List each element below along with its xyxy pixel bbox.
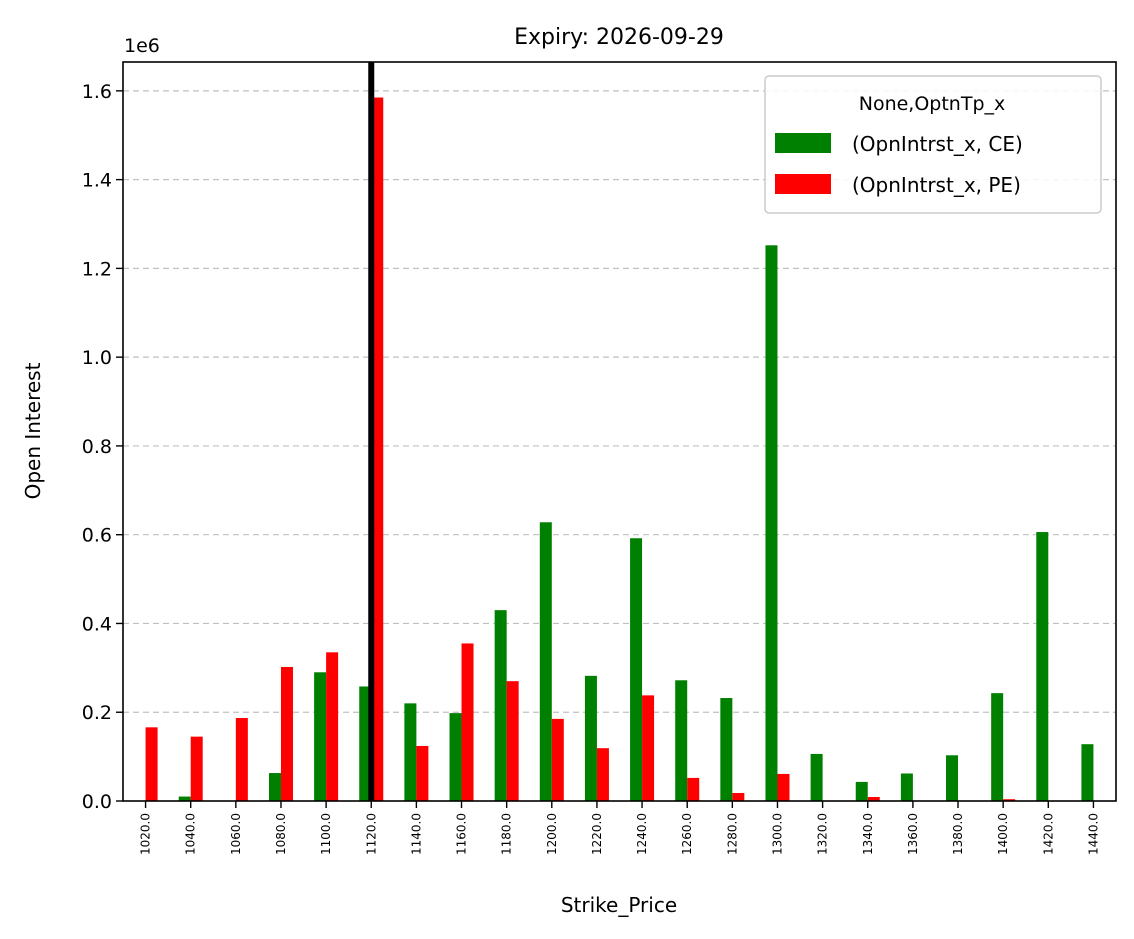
x-tick-label: 1260.0 bbox=[680, 813, 694, 855]
legend-swatch-ce bbox=[775, 133, 831, 153]
bar-pe-1020.0 bbox=[145, 727, 158, 801]
bar-pe-1260.0 bbox=[687, 777, 700, 801]
bar-pe-1400.0 bbox=[1003, 799, 1016, 801]
x-tick-label: 1300.0 bbox=[770, 813, 784, 855]
y-tick-label: 1.6 bbox=[82, 81, 112, 103]
x-tick-label: 1320.0 bbox=[816, 813, 830, 855]
x-tick-label: 1220.0 bbox=[590, 813, 604, 855]
x-tick-label: 1420.0 bbox=[1041, 813, 1055, 855]
legend-title: None,OptnTp_x bbox=[859, 93, 1006, 115]
bar-pe-1040.0 bbox=[190, 736, 203, 801]
x-tick-label: 1240.0 bbox=[635, 813, 649, 855]
x-tick-label: 1040.0 bbox=[184, 813, 198, 855]
y-offset-label: 1e6 bbox=[124, 35, 160, 57]
bar-ce-1400.0 bbox=[991, 693, 1004, 801]
y-tick-label: 0.2 bbox=[82, 702, 112, 724]
chart-title: Expiry: 2026-09-29 bbox=[514, 25, 724, 50]
bar-ce-1300.0 bbox=[765, 245, 778, 802]
plot-frame bbox=[122, 61, 1117, 802]
legend-box bbox=[764, 75, 1102, 214]
bar-pe-1240.0 bbox=[642, 695, 655, 801]
bar-ce-1380.0 bbox=[946, 755, 959, 801]
bar-ce-1340.0 bbox=[855, 781, 868, 801]
y-tick-label: 1.0 bbox=[82, 347, 112, 369]
bar-ce-1440.0 bbox=[1081, 744, 1094, 801]
bar-ce-1160.0 bbox=[449, 713, 462, 801]
bar-ce-1420.0 bbox=[1036, 532, 1049, 801]
bar-pe-1300.0 bbox=[777, 773, 790, 801]
legend-label-pe: (OpnIntrst_x, PE) bbox=[852, 173, 1021, 197]
bar-pe-1280.0 bbox=[732, 793, 745, 801]
y-tick-label: 1.4 bbox=[82, 170, 112, 192]
bar-ce-1220.0 bbox=[584, 675, 597, 801]
x-tick-label: 1200.0 bbox=[545, 813, 559, 855]
x-tick-label: 1160.0 bbox=[455, 813, 469, 855]
x-tick-label: 1380.0 bbox=[951, 813, 965, 855]
bar-ce-1180.0 bbox=[494, 610, 507, 801]
bar-pe-1180.0 bbox=[506, 681, 519, 801]
y-tick-label: 0.8 bbox=[82, 436, 112, 458]
legend: None,OptnTp_x (OpnIntrst_x, CE) (OpnIntr… bbox=[764, 75, 1102, 214]
bar-pe-1060.0 bbox=[235, 718, 248, 801]
x-tick-label: 1440.0 bbox=[1086, 813, 1100, 855]
y-tick-label: 0.4 bbox=[82, 613, 112, 635]
x-tick-label: 1340.0 bbox=[861, 813, 875, 855]
bar-pe-1140.0 bbox=[416, 745, 429, 801]
y-axis-label: Open Interest bbox=[21, 362, 45, 499]
x-tick-label: 1400.0 bbox=[996, 813, 1010, 855]
bar-ce-1040.0 bbox=[178, 796, 191, 801]
x-tick-label: 1120.0 bbox=[364, 813, 378, 855]
y-tick-label: 0.0 bbox=[82, 791, 112, 813]
x-tick-label: 1100.0 bbox=[319, 813, 333, 855]
bar-ce-1240.0 bbox=[630, 538, 643, 801]
x-tick-label: 1060.0 bbox=[229, 813, 243, 855]
bar-ce-1360.0 bbox=[900, 773, 913, 801]
bar-ce-1320.0 bbox=[810, 753, 823, 801]
legend-label-ce: (OpnIntrst_x, CE) bbox=[852, 132, 1023, 156]
x-tick-label: 1180.0 bbox=[500, 813, 514, 855]
x-tick-label: 1280.0 bbox=[725, 813, 739, 855]
x-tick-label: 1080.0 bbox=[274, 813, 288, 855]
x-tick-label: 1020.0 bbox=[139, 813, 153, 855]
x-axis-ticks: 1020.0 1040.0 1060.0 1080.0 1100.0 1120.0 1140… bbox=[139, 801, 1100, 855]
y-tick-label: 0.6 bbox=[82, 525, 112, 547]
bars bbox=[145, 97, 1094, 802]
x-axis-label: Strike_Price bbox=[561, 893, 677, 917]
bar-pe-1080.0 bbox=[280, 666, 293, 801]
bar-ce-1260.0 bbox=[675, 680, 688, 801]
bar-pe-1100.0 bbox=[326, 652, 339, 801]
bar-ce-1100.0 bbox=[314, 672, 327, 801]
x-tick-label: 1360.0 bbox=[906, 813, 920, 855]
bar-pe-1220.0 bbox=[596, 748, 609, 801]
x-tick-label: 1140.0 bbox=[409, 813, 423, 855]
bar-ce-1200.0 bbox=[539, 522, 552, 801]
y-tick-label: 1.2 bbox=[82, 258, 112, 280]
y-axis-ticks: 0.0 0.2 0.4 0.6 0.8 1.0 1.2 1.4 1.6 bbox=[82, 81, 123, 813]
bar-pe-1340.0 bbox=[867, 797, 880, 801]
bar-ce-1280.0 bbox=[720, 698, 733, 801]
bar-ce-1080.0 bbox=[268, 773, 281, 801]
bar-pe-1200.0 bbox=[551, 718, 564, 801]
bar-ce-1140.0 bbox=[404, 703, 417, 801]
legend-swatch-pe bbox=[775, 174, 831, 194]
bar-pe-1160.0 bbox=[461, 643, 474, 801]
